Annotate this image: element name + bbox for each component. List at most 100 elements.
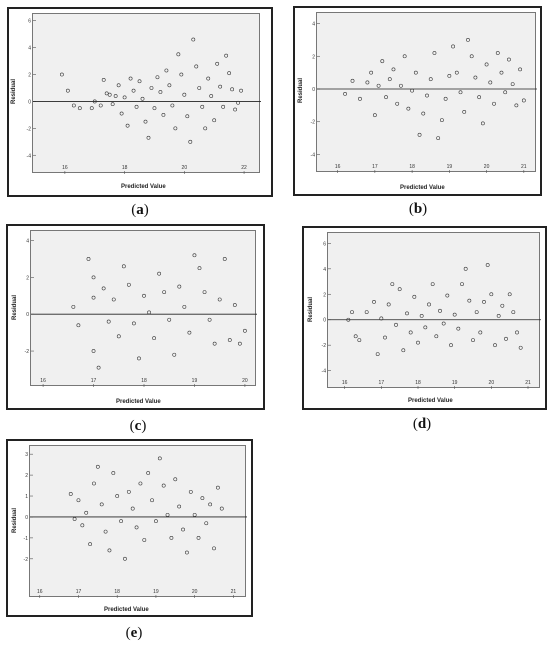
data-point bbox=[152, 336, 156, 341]
data-point bbox=[59, 72, 64, 77]
data-point bbox=[137, 356, 141, 361]
data-point bbox=[215, 61, 220, 66]
data-point bbox=[222, 257, 227, 261]
data-point bbox=[343, 92, 347, 96]
data-point bbox=[204, 521, 209, 526]
data-point bbox=[425, 93, 429, 98]
data-point bbox=[173, 477, 178, 482]
data-point bbox=[131, 88, 136, 93]
data-point bbox=[197, 86, 202, 90]
y-tick-label: 0 bbox=[312, 87, 315, 93]
data-point bbox=[466, 38, 470, 42]
data-point bbox=[397, 287, 402, 292]
data-point bbox=[116, 83, 121, 88]
data-point bbox=[375, 352, 380, 356]
y-tick-label: 1 bbox=[25, 494, 28, 500]
x-tick-label: 19 bbox=[447, 164, 453, 170]
data-point bbox=[412, 294, 417, 299]
x-axis-label-d: Predicted Value bbox=[408, 398, 453, 404]
y-axis-label-d: Residual bbox=[308, 296, 314, 322]
data-point bbox=[188, 489, 193, 494]
data-point bbox=[115, 494, 120, 498]
data-point bbox=[471, 338, 475, 342]
data-point bbox=[77, 106, 82, 111]
data-point bbox=[122, 95, 127, 100]
data-point bbox=[187, 330, 192, 335]
data-point bbox=[191, 37, 196, 42]
y-tick-label: -2 bbox=[24, 557, 29, 563]
data-point bbox=[132, 321, 136, 326]
x-tick-label: 20 bbox=[489, 380, 495, 386]
data-point bbox=[91, 349, 96, 353]
data-point bbox=[188, 139, 193, 144]
data-point bbox=[410, 88, 415, 93]
data-point bbox=[380, 59, 385, 64]
data-point bbox=[113, 94, 118, 98]
data-point bbox=[364, 310, 369, 314]
data-point bbox=[227, 71, 232, 76]
data-point bbox=[203, 126, 208, 131]
data-point bbox=[462, 110, 467, 114]
y-tick-label: 0 bbox=[28, 99, 31, 105]
data-point bbox=[110, 102, 115, 107]
data-point bbox=[176, 52, 181, 57]
y-tick-label: -2 bbox=[311, 120, 316, 126]
data-point bbox=[96, 365, 101, 370]
data-point bbox=[157, 456, 162, 461]
data-point bbox=[152, 106, 157, 111]
data-point bbox=[408, 330, 413, 335]
data-point bbox=[416, 340, 420, 345]
x-tick-label: 22 bbox=[241, 165, 247, 171]
data-point bbox=[406, 106, 411, 111]
data-point bbox=[369, 70, 374, 75]
data-point bbox=[413, 70, 418, 75]
data-point bbox=[197, 266, 202, 271]
data-point bbox=[71, 103, 76, 108]
scatter-svg-c: -2 0 2 4 16 17 18 19 20 bbox=[25, 239, 257, 387]
data-point bbox=[417, 132, 422, 137]
data-point bbox=[518, 345, 523, 350]
data-point bbox=[142, 538, 147, 542]
x-tick-label: 21 bbox=[525, 380, 531, 386]
data-point bbox=[161, 112, 166, 117]
y-tick-label: 2 bbox=[25, 473, 28, 479]
data-point bbox=[138, 481, 143, 486]
data-point bbox=[202, 290, 207, 295]
data-point bbox=[427, 302, 431, 307]
data-point bbox=[149, 86, 154, 90]
y-axis-label-a: Residual bbox=[11, 78, 17, 104]
data-point bbox=[449, 343, 453, 348]
y-axis-label-e: Residual bbox=[12, 507, 18, 533]
data-point bbox=[150, 498, 154, 503]
data-point bbox=[499, 70, 504, 75]
y-axis-label-b: Residual bbox=[298, 77, 304, 103]
data-point bbox=[423, 325, 428, 330]
x-tick-label: 20 bbox=[242, 378, 248, 384]
data-point bbox=[147, 310, 151, 315]
y-tick-label: 0 bbox=[25, 515, 28, 521]
data-point bbox=[439, 118, 444, 122]
data-point bbox=[451, 44, 455, 49]
data-point bbox=[507, 57, 511, 62]
data-point bbox=[71, 304, 76, 309]
data-point bbox=[192, 253, 197, 258]
data-point bbox=[390, 282, 395, 286]
data-point bbox=[137, 79, 142, 84]
x-tick-label: 20 bbox=[192, 589, 198, 595]
y-tick-label: -4 bbox=[322, 369, 327, 375]
x-tick-label: 19 bbox=[153, 589, 159, 595]
caption-a: (a) bbox=[131, 202, 149, 218]
data-point bbox=[155, 75, 160, 80]
data-point bbox=[405, 311, 409, 316]
data-point bbox=[233, 107, 238, 112]
data-point bbox=[170, 103, 175, 108]
data-point bbox=[119, 111, 124, 116]
data-point bbox=[493, 343, 497, 348]
data-point bbox=[384, 95, 388, 100]
plot-area-e: -2 -1 0 1 2 3 16 17 18 19 20 21 bbox=[24, 445, 247, 598]
data-point bbox=[116, 334, 121, 339]
y-tick-label: -4 bbox=[27, 153, 32, 159]
data-point bbox=[119, 519, 123, 524]
data-point bbox=[511, 310, 516, 314]
data-point bbox=[212, 341, 217, 346]
